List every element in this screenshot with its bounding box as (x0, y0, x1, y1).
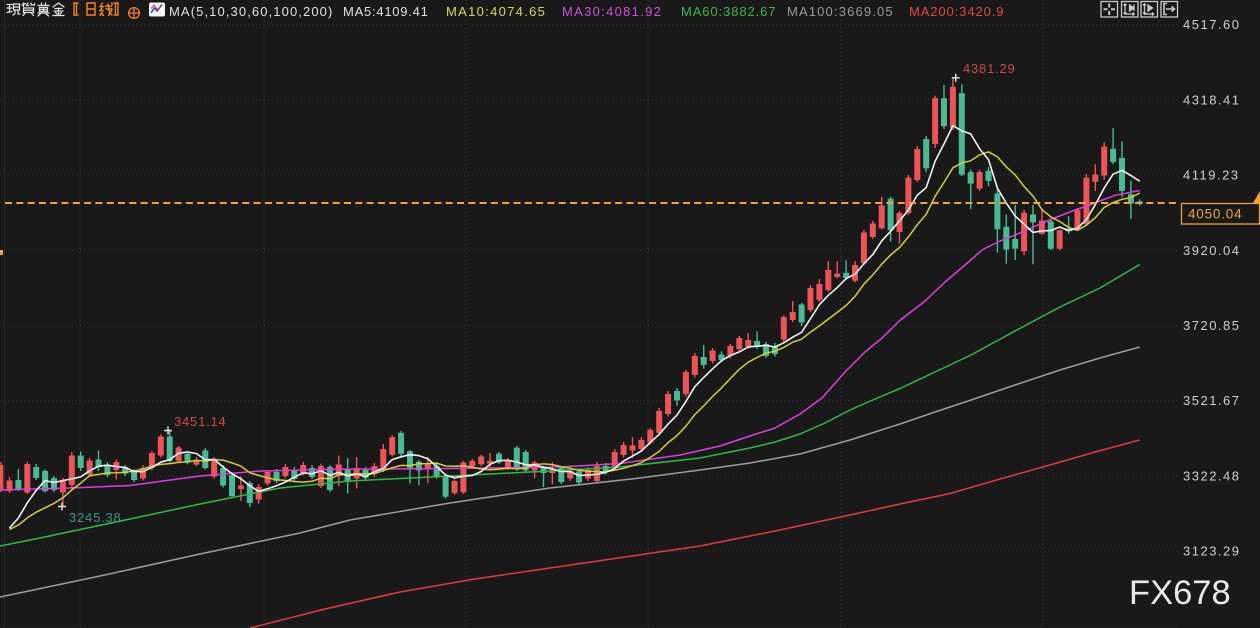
svg-text:MA60:3882.67: MA60:3882.67 (681, 4, 776, 19)
svg-text:4119.23: 4119.23 (1183, 168, 1240, 183)
svg-text:3123.29: 3123.29 (1183, 544, 1241, 559)
svg-text:FX678: FX678 (1129, 574, 1231, 612)
svg-text:3322.48: 3322.48 (1183, 468, 1241, 483)
svg-text:3720.85: 3720.85 (1183, 318, 1241, 333)
svg-text:MA30:4081.92: MA30:4081.92 (562, 4, 662, 19)
svg-text:3920.04: 3920.04 (1183, 243, 1241, 258)
svg-text:MA10:4074.65: MA10:4074.65 (446, 4, 546, 19)
svg-text:3451.14: 3451.14 (174, 414, 227, 429)
svg-text:4517.60: 4517.60 (1183, 17, 1241, 32)
svg-text:3521.67: 3521.67 (1183, 393, 1241, 408)
svg-text:4050.04: 4050.04 (1188, 207, 1242, 222)
svg-text:MA200:3420.9: MA200:3420.9 (909, 4, 1004, 19)
svg-text:4318.41: 4318.41 (1183, 92, 1241, 107)
svg-text:4381.29: 4381.29 (963, 61, 1016, 76)
svg-text:MA100:3669.05: MA100:3669.05 (787, 4, 894, 19)
svg-text:MA5:4109.41: MA5:4109.41 (343, 4, 429, 19)
svg-text:MA(5,10,30,60,100,200): MA(5,10,30,60,100,200) (169, 4, 333, 19)
svg-text:3245.38: 3245.38 (69, 510, 122, 525)
